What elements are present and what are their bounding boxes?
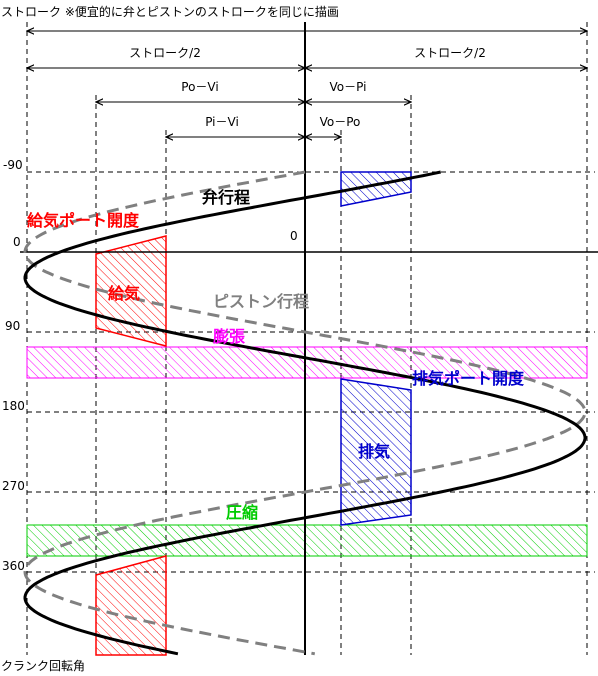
intake-region-lower [95, 555, 167, 656]
dim-label-pi-vi: Pi－Vi [205, 115, 239, 129]
exhaust-region-main [340, 378, 412, 526]
angle-label-180: 180 [2, 399, 25, 413]
dim-label-vo-po: Vo－Po [320, 115, 361, 129]
intake-port-opening-label: 給気ポート開度 [27, 211, 140, 230]
expansion-label: 膨張 [213, 327, 246, 346]
crank-angle-axis-label: クランク回転角 [1, 659, 85, 673]
compression-band [26, 524, 588, 557]
exhaust-port-opening-label: 排気ポート開度 [412, 369, 525, 388]
dim-label-vo-pi: Vo－Pi [330, 80, 367, 94]
diagram-title: ストローク ※便宜的に弁とピストンのストロークを同じに描画 [1, 4, 339, 19]
angle-label-360: 360 [2, 559, 25, 573]
angle-label-center-0: 0 [290, 229, 298, 243]
dim-label-stroke-right: ストローク/2 [414, 46, 486, 60]
angle-label-0: 0 [13, 235, 21, 249]
vertical-guides [26, 22, 588, 655]
angle-label-270: 270 [2, 479, 25, 493]
dim-label-po-vi: Po－Vi [181, 80, 218, 94]
angle-label-m90: -90 [3, 158, 23, 172]
expansion-band [26, 346, 588, 379]
piston-stroke-curve [23, 170, 587, 656]
piston-stroke-label: ピストン行程 [213, 292, 309, 311]
compression-label: 圧縮 [226, 503, 258, 522]
dim-label-stroke-left: ストローク/2 [129, 46, 201, 60]
exhaust-label: 排気 [358, 442, 390, 461]
valve-stroke-label: 弁行程 [202, 188, 250, 207]
intake-label: 給気 [108, 284, 140, 303]
angle-label-90: 90 [5, 319, 20, 333]
valve-stroke-curve [23, 170, 587, 656]
